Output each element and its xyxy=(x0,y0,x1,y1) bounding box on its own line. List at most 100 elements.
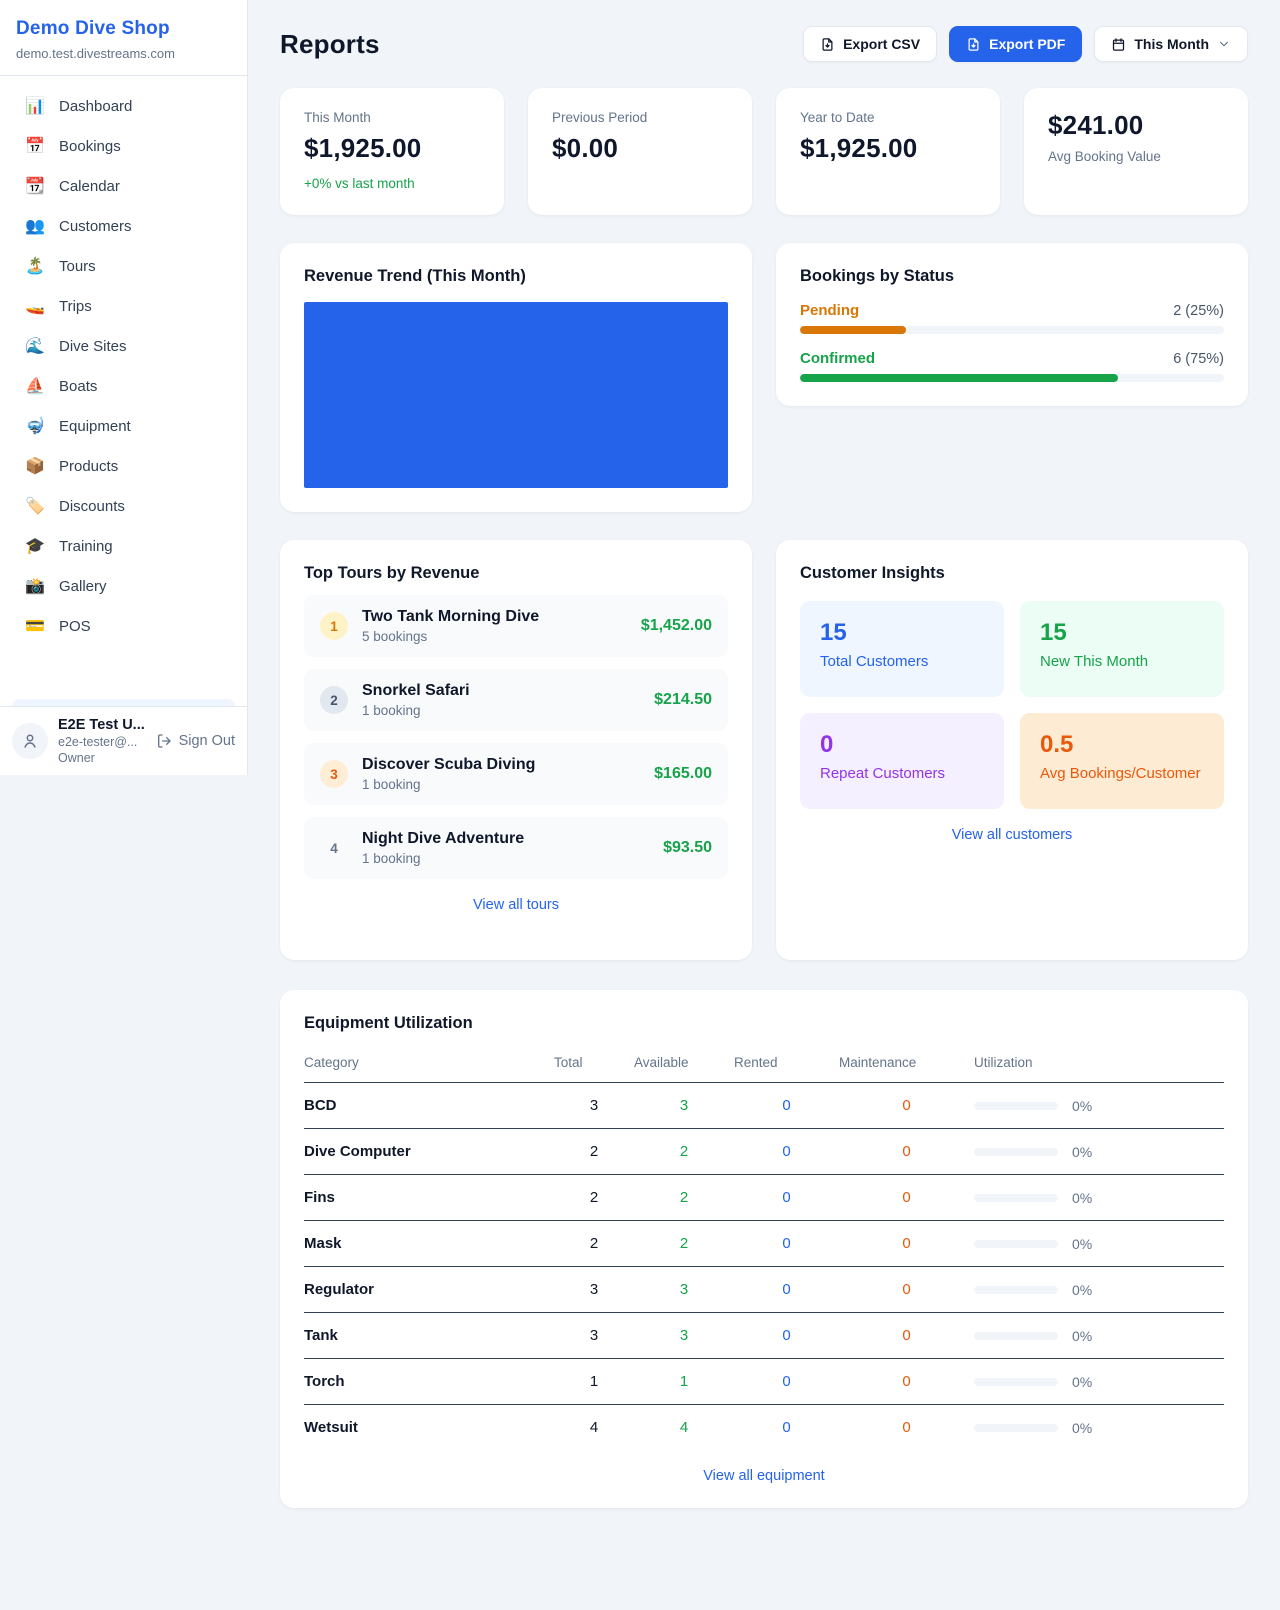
view-all-customers-link[interactable]: View all customers xyxy=(951,827,1073,843)
rank-badge: 3 xyxy=(320,760,348,788)
utilization-percent: 0% xyxy=(1072,1327,1093,1344)
sidebar-item-label: Gallery xyxy=(59,577,107,595)
export-pdf-button[interactable]: Export PDF xyxy=(949,26,1083,62)
tour-bookings: 5 bookings xyxy=(362,629,428,644)
sidebar-item-equipment[interactable]: 🤿 Equipment xyxy=(12,406,235,446)
sidebar-item-calendar[interactable]: 📆 Calendar xyxy=(12,166,235,206)
sidebar-item-label: Bookings xyxy=(59,137,121,155)
tile-value: 0.5 xyxy=(1040,731,1074,758)
user-name: E2E Test U... xyxy=(58,717,145,733)
training-icon: 🎓 xyxy=(25,538,45,555)
sidebar-item-customers[interactable]: 👥 Customers xyxy=(12,206,235,246)
sidebar-item-products[interactable]: 📦 Products xyxy=(12,446,235,486)
tour-revenue: $1,452.00 xyxy=(640,617,712,634)
stat-card-year-to-date: Year to Date $1,925.00 xyxy=(776,88,1000,215)
utilization-track xyxy=(974,1193,1058,1202)
utilization-percent: 0% xyxy=(1072,1419,1093,1436)
equipment-utilization-card: Equipment Utilization Category Total Ava… xyxy=(280,990,1248,1508)
sidebar-item-bookings[interactable]: 📅 Bookings xyxy=(12,126,235,166)
boats-icon: ⛵ xyxy=(25,378,45,395)
view-all-equipment-link[interactable]: View all equipment xyxy=(703,1468,825,1484)
sidebar-item-trips[interactable]: 🚤 Trips xyxy=(12,286,235,326)
table-row: Tank 3 3 0 0 0% xyxy=(304,1312,1224,1359)
sidebar-item-discounts[interactable]: 🏷️ Discounts xyxy=(12,486,235,526)
shop-name[interactable]: Demo Dive Shop xyxy=(16,18,170,39)
stat-card-this-month: This Month $1,925.00 +0% vs last month xyxy=(280,88,504,215)
sidebar-item-label: Dashboard xyxy=(59,97,133,115)
cell-total: 2 xyxy=(554,1220,634,1267)
table-header-row: Category Total Available Rented Maintena… xyxy=(304,1045,1224,1083)
cell-rented: 0 xyxy=(734,1266,839,1313)
sidebar-item-label: Dive Sites xyxy=(59,337,127,355)
period-dropdown[interactable]: This Month xyxy=(1094,26,1248,62)
shop-header: Demo Dive Shop demo.test.divestreams.com xyxy=(0,0,247,76)
cell-rented: 0 xyxy=(782,1419,791,1436)
export-csv-label: Export CSV xyxy=(843,36,921,52)
cell-maintenance: 0 xyxy=(839,1174,974,1221)
cell-maintenance: 0 xyxy=(839,1266,974,1313)
sidebar-item-gallery[interactable]: 📸 Gallery xyxy=(12,566,235,606)
tour-row[interactable]: 4 Night Dive Adventure 1 booking $93.50 xyxy=(304,817,728,879)
progress-track xyxy=(800,374,1224,382)
utilization-track xyxy=(974,1285,1058,1294)
cell-rented: 0 xyxy=(734,1312,839,1359)
customers-icon: 👥 xyxy=(25,218,45,235)
customer-insights-title: Customer Insights xyxy=(800,564,945,582)
products-icon: 📦 xyxy=(25,458,45,475)
stat-cards-row: This Month $1,925.00 +0% vs last month P… xyxy=(280,88,1248,215)
table-row: Mask 2 2 0 0 0% xyxy=(304,1220,1224,1267)
stat-label: Avg Booking Value xyxy=(1048,149,1161,164)
progress-track xyxy=(800,326,1224,334)
tile-repeat-customers: 0 Repeat Customers xyxy=(800,713,1004,809)
utilization-track xyxy=(974,1239,1058,1248)
sidebar-item-reports-active[interactable] xyxy=(12,699,235,706)
cell-rented: 0 xyxy=(734,1082,839,1129)
equipment-utilization-title: Equipment Utilization xyxy=(304,1014,473,1032)
utilization-track xyxy=(974,1423,1058,1432)
export-csv-button[interactable]: Export CSV xyxy=(803,26,938,62)
utilization-track xyxy=(974,1101,1058,1110)
progress-fill xyxy=(800,326,906,334)
stat-label: This Month xyxy=(304,110,371,125)
tile-avg-bookings: 0.5 Avg Bookings/Customer xyxy=(1020,713,1224,809)
rank-badge: 4 xyxy=(330,840,338,856)
status-value: 6 (75%) xyxy=(1173,351,1224,367)
tour-revenue: $93.50 xyxy=(663,839,712,856)
tour-revenue: $214.50 xyxy=(654,691,712,708)
logout-icon xyxy=(157,734,171,748)
view-all-tours-link[interactable]: View all tours xyxy=(473,897,559,913)
gallery-icon: 📸 xyxy=(25,578,45,595)
tour-name: Night Dive Adventure xyxy=(362,830,525,847)
dive-sites-icon: 🌊 xyxy=(25,338,45,355)
status-label: Pending xyxy=(800,302,860,319)
tour-row[interactable]: 3 Discover Scuba Diving 1 booking $165.0… xyxy=(304,743,728,805)
charts-row: Revenue Trend (This Month) Bookings by S… xyxy=(280,243,1248,512)
sidebar-item-boats[interactable]: ⛵ Boats xyxy=(12,366,235,406)
tile-value: 15 xyxy=(820,619,847,646)
stat-card-previous-period: Previous Period $0.00 xyxy=(528,88,752,215)
cell-available: 2 xyxy=(634,1128,734,1175)
cell-maintenance: 0 xyxy=(839,1220,974,1267)
sidebar-item-pos[interactable]: 💳 POS xyxy=(12,606,235,646)
tour-info: Night Dive Adventure 1 booking xyxy=(362,830,649,866)
sidebar-item-dashboard[interactable]: 📊 Dashboard xyxy=(12,86,235,126)
tour-row[interactable]: 1 Two Tank Morning Dive 5 bookings $1,45… xyxy=(304,595,728,657)
sidebar-item-label: Customers xyxy=(59,217,132,235)
bookings-by-status-card: Bookings by Status Pending 2 (25%) Confi… xyxy=(776,243,1248,406)
sign-out-button[interactable]: Sign Out xyxy=(156,733,235,749)
tile-total-customers: 15 Total Customers xyxy=(800,601,1004,697)
sidebar-item-tours[interactable]: 🏝️ Tours xyxy=(12,246,235,286)
shop-domain: demo.test.divestreams.com xyxy=(16,46,175,61)
sidebar-item-dive-sites[interactable]: 🌊 Dive Sites xyxy=(12,326,235,366)
cell-category: Fins xyxy=(304,1174,554,1221)
tour-bookings: 1 booking xyxy=(362,777,421,792)
user-email: e2e-tester@... xyxy=(58,735,138,749)
utilization-track xyxy=(974,1331,1058,1340)
tour-row[interactable]: 2 Snorkel Safari 1 booking $214.50 xyxy=(304,669,728,731)
col-header-utilization: Utilization xyxy=(974,1045,1224,1083)
sidebar-item-training[interactable]: 🎓 Training xyxy=(12,526,235,566)
table-row: Dive Computer 2 2 0 0 0% xyxy=(304,1128,1224,1175)
cell-utilization: 0% xyxy=(974,1282,1224,1298)
cell-total: 2 xyxy=(554,1174,634,1221)
cell-rented: 0 xyxy=(734,1174,839,1221)
